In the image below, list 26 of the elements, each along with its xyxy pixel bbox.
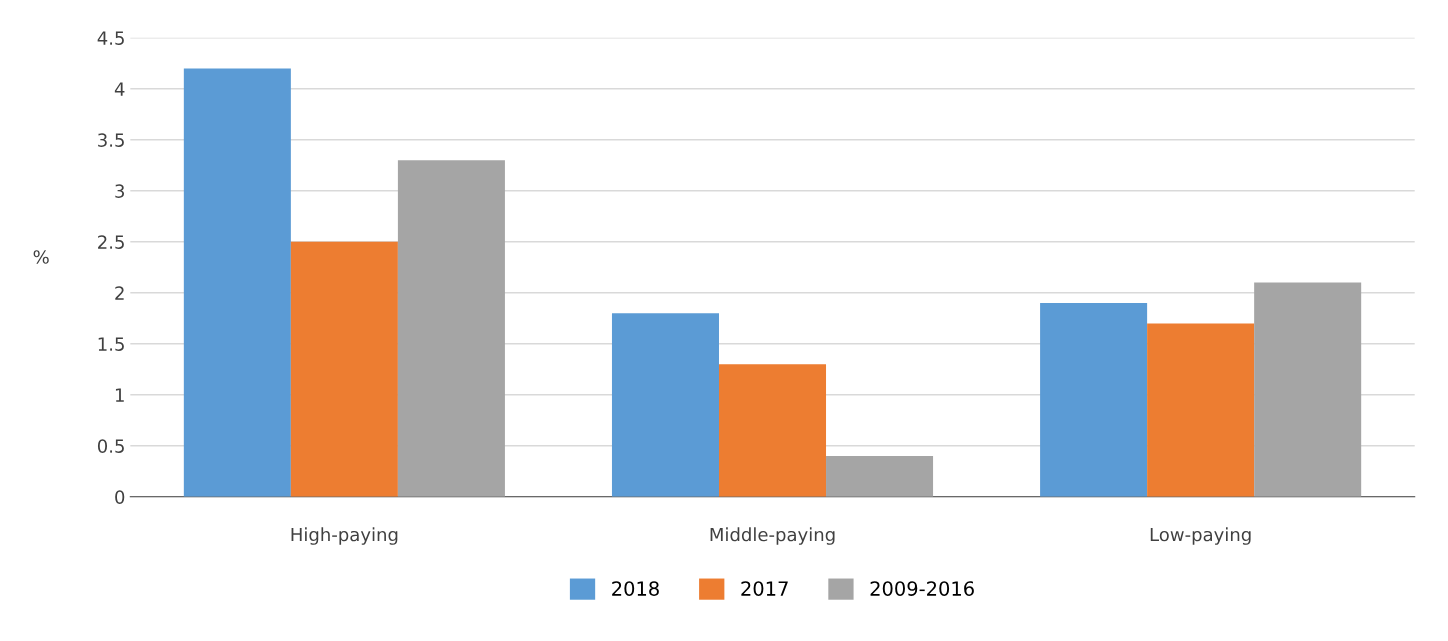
y-tick-label: 0 [115,490,125,504]
y-tick-label: 4.5 [97,31,124,45]
bar [1040,302,1148,497]
y-tick-label: 4 [114,82,125,96]
bar [397,160,505,497]
bar [826,455,934,497]
y-tick-label: 3.5 [98,133,124,147]
y-tick-label: 2 [115,286,124,300]
y-tick-label: 2.5 [98,235,124,249]
x-tick-label: Middle-paying [710,527,835,545]
y-tick-label: 1.5 [98,337,124,351]
y-tick-label: 0.5 [97,439,124,453]
y-tick-label: 1 [115,388,124,402]
bar [183,68,291,497]
x-tick-label: Low-paying [1150,527,1251,545]
x-tick-label: High-paying [291,527,398,545]
bar [718,364,827,497]
legend-label: 2017 [741,581,788,596]
y-axis-title: % [33,250,49,264]
legend-label: 2009-2016 [870,581,974,596]
bar [1147,323,1255,497]
bar [1254,282,1362,497]
bar [290,241,398,497]
bar [611,313,719,497]
y-tick-label: 3 [115,184,125,198]
legend-label: 2018 [612,581,659,596]
